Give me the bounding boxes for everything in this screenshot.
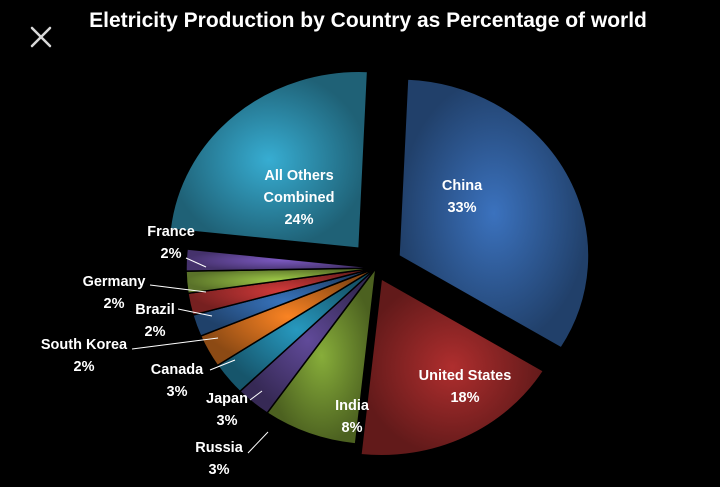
slice-value-10: 24% bbox=[284, 212, 313, 228]
slice-value-9: 2% bbox=[161, 246, 182, 262]
slice-label-0: China bbox=[442, 178, 483, 194]
leader-line-9 bbox=[185, 257, 207, 268]
slice-china bbox=[398, 78, 590, 349]
leader-line-6 bbox=[131, 337, 219, 350]
slice-value-1: 18% bbox=[450, 390, 479, 406]
slice-label-3: Russia bbox=[195, 440, 243, 456]
leader-line-4 bbox=[249, 390, 263, 401]
slice-united-states bbox=[360, 277, 545, 457]
slice-label-8: Germany bbox=[83, 274, 146, 290]
close-button[interactable] bbox=[22, 18, 58, 54]
slice-value-4: 3% bbox=[217, 413, 238, 429]
slice-value-5: 3% bbox=[167, 384, 188, 400]
slice-label-5: Canada bbox=[151, 362, 204, 378]
slice-india bbox=[265, 265, 378, 445]
slice-value-0: 33% bbox=[447, 200, 476, 216]
slice-label-1: United States bbox=[419, 368, 512, 384]
slice-value-2: 8% bbox=[342, 420, 363, 436]
slice-label-4: Japan bbox=[206, 391, 248, 407]
slice-france bbox=[185, 248, 377, 272]
chart-title: Eletricity Production by Country as Perc… bbox=[89, 9, 647, 32]
slice-label-2: India bbox=[335, 398, 370, 414]
leader-line-3 bbox=[247, 431, 269, 454]
slice-value-6: 2% bbox=[74, 359, 95, 375]
leader-line-7 bbox=[177, 308, 213, 317]
slice-label-10: Combined bbox=[264, 190, 335, 206]
slice-label-10: All Others bbox=[264, 168, 333, 184]
slice-label-7: Brazil bbox=[135, 302, 175, 318]
leader-lines bbox=[131, 257, 269, 454]
slice-all-others-combined bbox=[169, 70, 369, 250]
slice-labels: China 33% United States 18% India 8% Russia 3% J… bbox=[41, 168, 511, 478]
slice-label-9: France bbox=[147, 224, 195, 240]
slice-value-8: 2% bbox=[104, 296, 125, 312]
leader-line-5 bbox=[209, 359, 236, 371]
leader-line-8 bbox=[149, 284, 207, 293]
pie-slices bbox=[169, 70, 590, 457]
slice-value-3: 3% bbox=[209, 462, 230, 478]
slice-label-6: South Korea bbox=[41, 337, 128, 353]
close-icon[interactable] bbox=[22, 18, 58, 54]
slice-value-7: 2% bbox=[145, 324, 166, 340]
